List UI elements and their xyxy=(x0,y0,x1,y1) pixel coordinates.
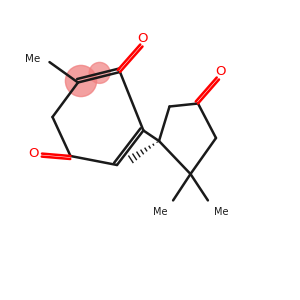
Text: O: O xyxy=(137,32,148,45)
Circle shape xyxy=(65,65,97,97)
Text: Me: Me xyxy=(25,54,40,64)
Text: O: O xyxy=(215,64,226,78)
Text: O: O xyxy=(28,147,39,160)
Circle shape xyxy=(89,62,110,83)
Text: Me: Me xyxy=(214,207,228,217)
Text: Me: Me xyxy=(153,207,167,217)
